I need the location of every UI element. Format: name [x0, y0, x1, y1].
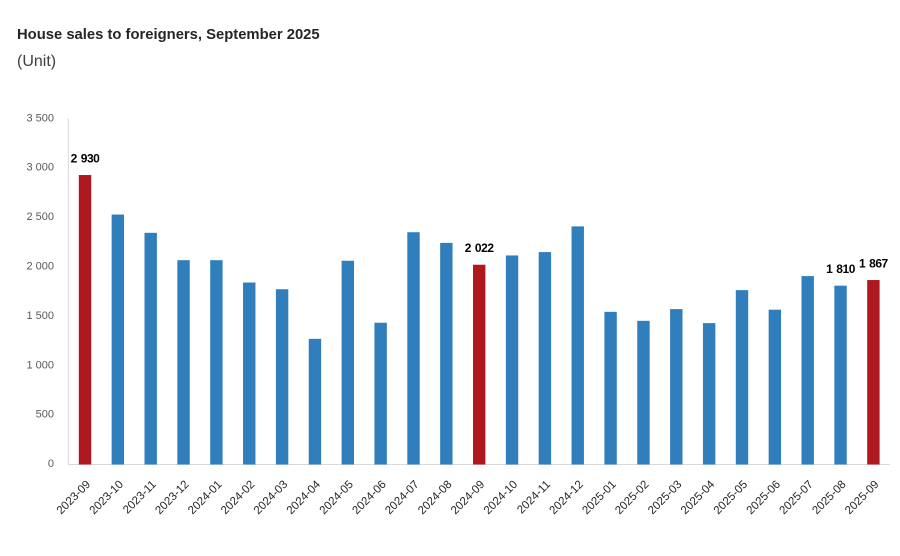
svg-text:2023-11: 2023-11 [121, 479, 159, 517]
svg-text:2024-04: 2024-04 [285, 478, 324, 517]
svg-text:2024-09: 2024-09 [449, 479, 487, 517]
svg-text:2023-09: 2023-09 [55, 479, 93, 517]
svg-text:1 810: 1 810 [826, 262, 856, 276]
svg-text:1 867: 1 867 [859, 256, 889, 270]
svg-text:2023-10: 2023-10 [88, 479, 126, 517]
svg-text:500: 500 [36, 409, 54, 421]
svg-text:2 022: 2 022 [465, 241, 495, 255]
svg-text:2024-11: 2024-11 [515, 479, 553, 517]
svg-text:2025-06: 2025-06 [745, 479, 783, 517]
svg-text:2025-08: 2025-08 [810, 479, 848, 517]
svg-text:2025-05: 2025-05 [712, 479, 750, 517]
svg-text:2024-05: 2024-05 [318, 479, 356, 517]
svg-text:2024-02: 2024-02 [219, 479, 257, 517]
svg-text:2024-01: 2024-01 [186, 479, 224, 517]
svg-text:2025-02: 2025-02 [613, 479, 651, 517]
svg-text:2025-09: 2025-09 [843, 479, 881, 517]
svg-text:2024-07: 2024-07 [383, 479, 421, 517]
svg-text:2024-10: 2024-10 [482, 479, 520, 517]
svg-text:2 000: 2 000 [26, 261, 54, 273]
svg-text:2 930: 2 930 [71, 151, 101, 165]
svg-text:2024-06: 2024-06 [350, 479, 388, 517]
svg-text:2024-03: 2024-03 [252, 479, 290, 517]
svg-text:1 500: 1 500 [26, 310, 54, 322]
svg-text:3 000: 3 000 [26, 162, 54, 174]
svg-text:3 500: 3 500 [26, 112, 54, 124]
svg-text:2 500: 2 500 [26, 211, 54, 223]
svg-text:0: 0 [48, 458, 54, 470]
svg-text:2024-08: 2024-08 [416, 479, 454, 517]
svg-text:2025-03: 2025-03 [646, 479, 684, 517]
svg-text:2025-01: 2025-01 [580, 479, 618, 517]
svg-text:2025-04: 2025-04 [679, 478, 718, 517]
svg-text:1 000: 1 000 [26, 359, 54, 371]
svg-text:2024-12: 2024-12 [548, 479, 586, 517]
svg-text:2023-12: 2023-12 [153, 479, 191, 517]
svg-text:2025-07: 2025-07 [777, 479, 815, 517]
